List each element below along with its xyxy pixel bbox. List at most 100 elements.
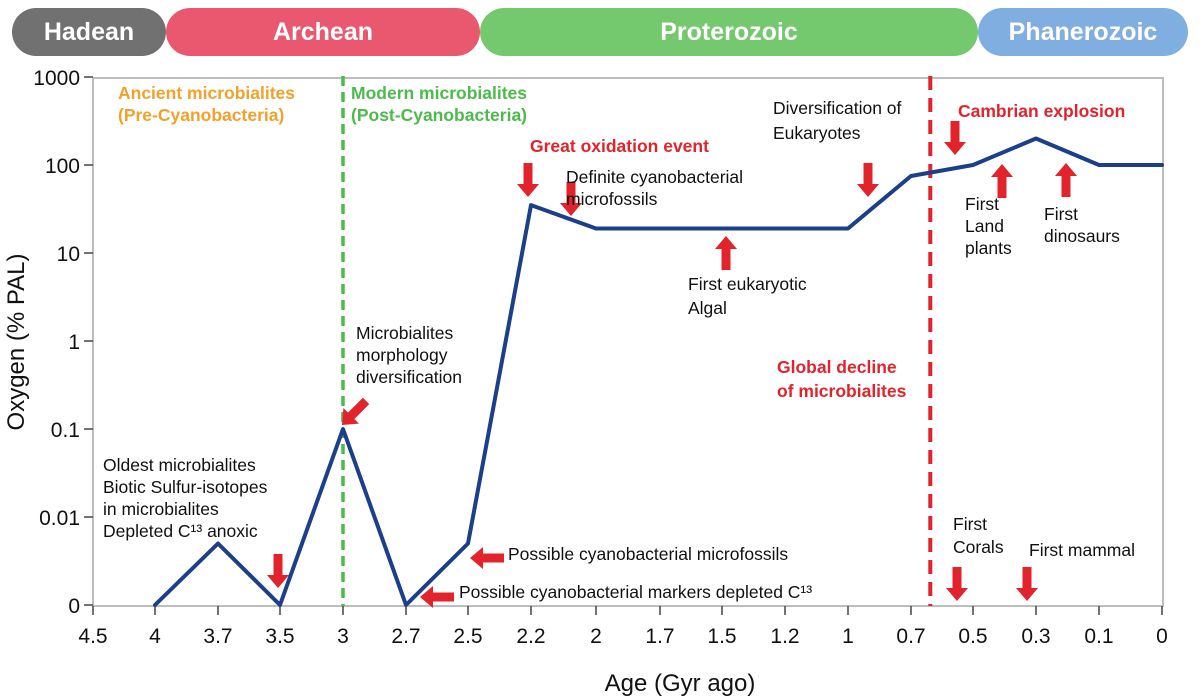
microbialites-diversification-label-line: morphology — [356, 345, 448, 365]
microbialites-diversification-label-line: Microbialites — [356, 323, 453, 343]
definite-microfossils-label-line: Definite cyanobacterial — [566, 167, 743, 187]
microbialites-diversification-label-line: diversification — [356, 367, 462, 387]
global-decline-label-line: of microbialites — [777, 381, 907, 401]
y-tick-label: 100 — [45, 155, 80, 178]
x-tick-label: 3 — [337, 625, 349, 648]
eon-bar: Hadean Archean Proterozoic Phanerozoic — [12, 8, 1188, 56]
first-land-plants-arrow — [991, 164, 1013, 198]
x-tick-label: 3.7 — [203, 625, 232, 648]
possible-markers-arrow — [420, 586, 454, 608]
eon-phanerozoic-pill — [978, 8, 1188, 56]
first-mammal-label: First mammal — [1029, 540, 1135, 560]
definite-microfossils-label: Definite cyanobacterial microfossils — [566, 167, 743, 209]
x-tick-label: 1 — [842, 625, 854, 648]
x-tick-label: 2.7 — [391, 625, 420, 648]
modern-microbialites-label-line: (Post-Cyanobacteria) — [351, 105, 527, 125]
first-land-plants-label: First Land plants — [965, 194, 1012, 258]
y-tick-label: 1000 — [33, 67, 80, 90]
oldest-microbialites-arrow — [267, 554, 289, 588]
first-corals-label-line: First — [953, 514, 987, 534]
eon-archean-pill — [166, 8, 480, 56]
x-tick-label: 1.2 — [770, 625, 799, 648]
x-tick-label: 2.2 — [516, 625, 545, 648]
first-eukaryotic-algal-label-line: First eukaryotic — [688, 274, 807, 294]
definite-microfossils-label-line: microfossils — [566, 189, 658, 209]
x-tick-label: 4 — [149, 625, 161, 648]
first-eukaryotic-algal-arrow — [715, 236, 737, 270]
first-land-plants-label-line: First — [965, 194, 999, 214]
eon-archean-label: Archean — [273, 18, 373, 46]
definite-microfossils-arrow — [560, 182, 582, 216]
eukaryote-diversification-arrow — [857, 163, 879, 197]
first-corals-label: First Corals — [953, 514, 1004, 557]
modern-microbialites-label: Modern microbialites (Post-Cyanobacteria) — [351, 83, 527, 125]
oldest-microbialites-label-line: Biotic Sulfur-isotopes — [103, 477, 268, 497]
ancient-microbialites-label-line: Ancient microbialites — [118, 83, 295, 103]
x-tick-label: 4.5 — [78, 625, 107, 648]
x-tick-label: 0.5 — [958, 625, 987, 648]
first-corals-label-line: Corals — [953, 537, 1004, 557]
first-mammal-arrow — [1016, 567, 1038, 601]
x-tick-label: 0.3 — [1021, 625, 1050, 648]
first-land-plants-label-line: Land — [965, 216, 1004, 236]
first-mammal-label-line: First mammal — [1029, 540, 1135, 560]
ancient-microbialites-label-line: (Pre-Cyanobacteria) — [118, 105, 284, 125]
oldest-microbialites-label-line: in microbialites — [103, 499, 219, 519]
y-tick-label: 10 — [57, 243, 80, 266]
cambrian-explosion-arrow — [944, 121, 966, 155]
eukaryote-diversification-label-line: Eukaryotes — [773, 123, 861, 143]
x-axis-ticks: 4.5 4 3.7 3.5 3 2.7 2.5 2.2 2 1.7 1.5 1.2 1 0.7 0.5 0.3… — [78, 606, 1168, 648]
first-corals-arrow — [946, 567, 968, 601]
x-tick-label: 1.7 — [645, 625, 674, 648]
first-dinosaurs-label: First dinosaurs — [1044, 204, 1120, 246]
eon-hadean-label: Hadean — [44, 18, 134, 46]
microbialites-diversification-arrow — [342, 397, 370, 425]
first-eukaryotic-algal-label-line: Algal — [688, 298, 727, 318]
great-oxidation-arrow — [517, 163, 539, 197]
eukaryote-diversification-label: Diversification of Eukaryotes — [773, 98, 902, 143]
first-dinosaurs-label-line: First — [1044, 204, 1078, 224]
x-tick-label: 2 — [590, 625, 602, 648]
oldest-microbialites-label-line: Oldest microbialites — [103, 455, 256, 475]
eon-hadean-pill — [12, 8, 166, 56]
first-land-plants-label-line: plants — [965, 238, 1012, 258]
eukaryote-diversification-label-line: Diversification of — [773, 98, 902, 118]
eon-proterozoic-pill — [480, 8, 978, 56]
y-tick-label: 0.01 — [39, 507, 80, 530]
y-tick-label: 1 — [68, 331, 80, 354]
reference-lines — [341, 76, 933, 606]
global-decline-label: Global decline of microbialites — [777, 357, 907, 401]
x-tick-label: 3.5 — [265, 625, 294, 648]
modern-microbialites-label-line: Modern microbialites — [351, 83, 527, 103]
eon-phanerozoic-label: Phanerozoic — [1009, 18, 1158, 46]
y-tick-label: 0.1 — [51, 419, 80, 442]
possible-markers-label-line: Possible cyanobacterial markers depleted… — [459, 582, 812, 602]
possible-markers-label: Possible cyanobacterial markers depleted… — [459, 582, 812, 602]
ancient-microbialites-label: Ancient microbialites (Pre-Cyanobacteria) — [118, 83, 295, 125]
y-tick-label: 0 — [68, 595, 80, 618]
cambrian-explosion-label-line: Cambrian explosion — [958, 101, 1125, 121]
oldest-microbialites-label: Oldest microbialites Biotic Sulfur-isotop… — [103, 455, 268, 541]
oxygen-curve-line — [153, 136, 1164, 607]
x-tick-label: 2.5 — [453, 625, 482, 648]
first-dinosaurs-label-line: dinosaurs — [1044, 226, 1120, 246]
possible-microfossils-arrow — [470, 547, 504, 569]
cambrian-explosion-label: Cambrian explosion — [958, 101, 1125, 121]
microbialites-diversification-label: Microbialites morphology diversification — [356, 323, 462, 387]
annotations: Ancient microbialites (Pre-Cyanobacteria)… — [103, 83, 1135, 602]
x-tick-label: 0.7 — [896, 625, 925, 648]
annotation-arrows — [267, 121, 1077, 608]
x-axis-title: Age (Gyr ago) — [605, 670, 756, 697]
plot-frame — [92, 77, 1164, 607]
possible-microfossils-label-line: Possible cyanobacterial microfossils — [508, 544, 788, 564]
x-tick-label: 1.5 — [707, 625, 736, 648]
y-axis-ticks: 1000 100 10 1 0.1 0.01 0 — [33, 67, 93, 618]
oldest-microbialites-label-line: Depleted C¹³ anoxic — [103, 521, 258, 541]
first-eukaryotic-algal-label: First eukaryotic Algal — [688, 274, 807, 318]
x-tick-label: 0 — [1156, 625, 1168, 648]
great-oxidation-label: Great oxidation event — [530, 136, 709, 156]
x-tick-label: 0.1 — [1084, 625, 1113, 648]
great-oxidation-label-line: Great oxidation event — [530, 136, 709, 156]
possible-microfossils-label: Possible cyanobacterial microfossils — [508, 544, 788, 564]
